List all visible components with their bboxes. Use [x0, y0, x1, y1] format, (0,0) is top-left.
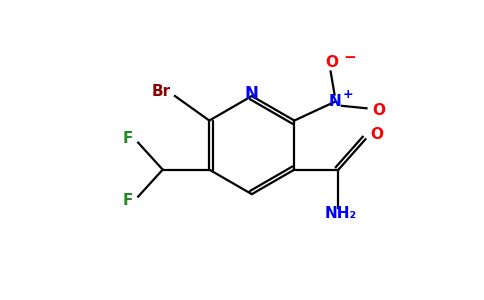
Text: F: F [122, 131, 133, 146]
Text: N: N [245, 85, 259, 103]
Text: N: N [328, 94, 341, 110]
Text: Br: Br [151, 84, 171, 99]
Text: O: O [370, 127, 383, 142]
Text: F: F [122, 193, 133, 208]
Text: O: O [325, 55, 338, 70]
Text: O: O [372, 103, 385, 118]
Text: −: − [343, 50, 356, 65]
Text: +: + [343, 88, 354, 101]
Text: NH₂: NH₂ [325, 206, 357, 221]
